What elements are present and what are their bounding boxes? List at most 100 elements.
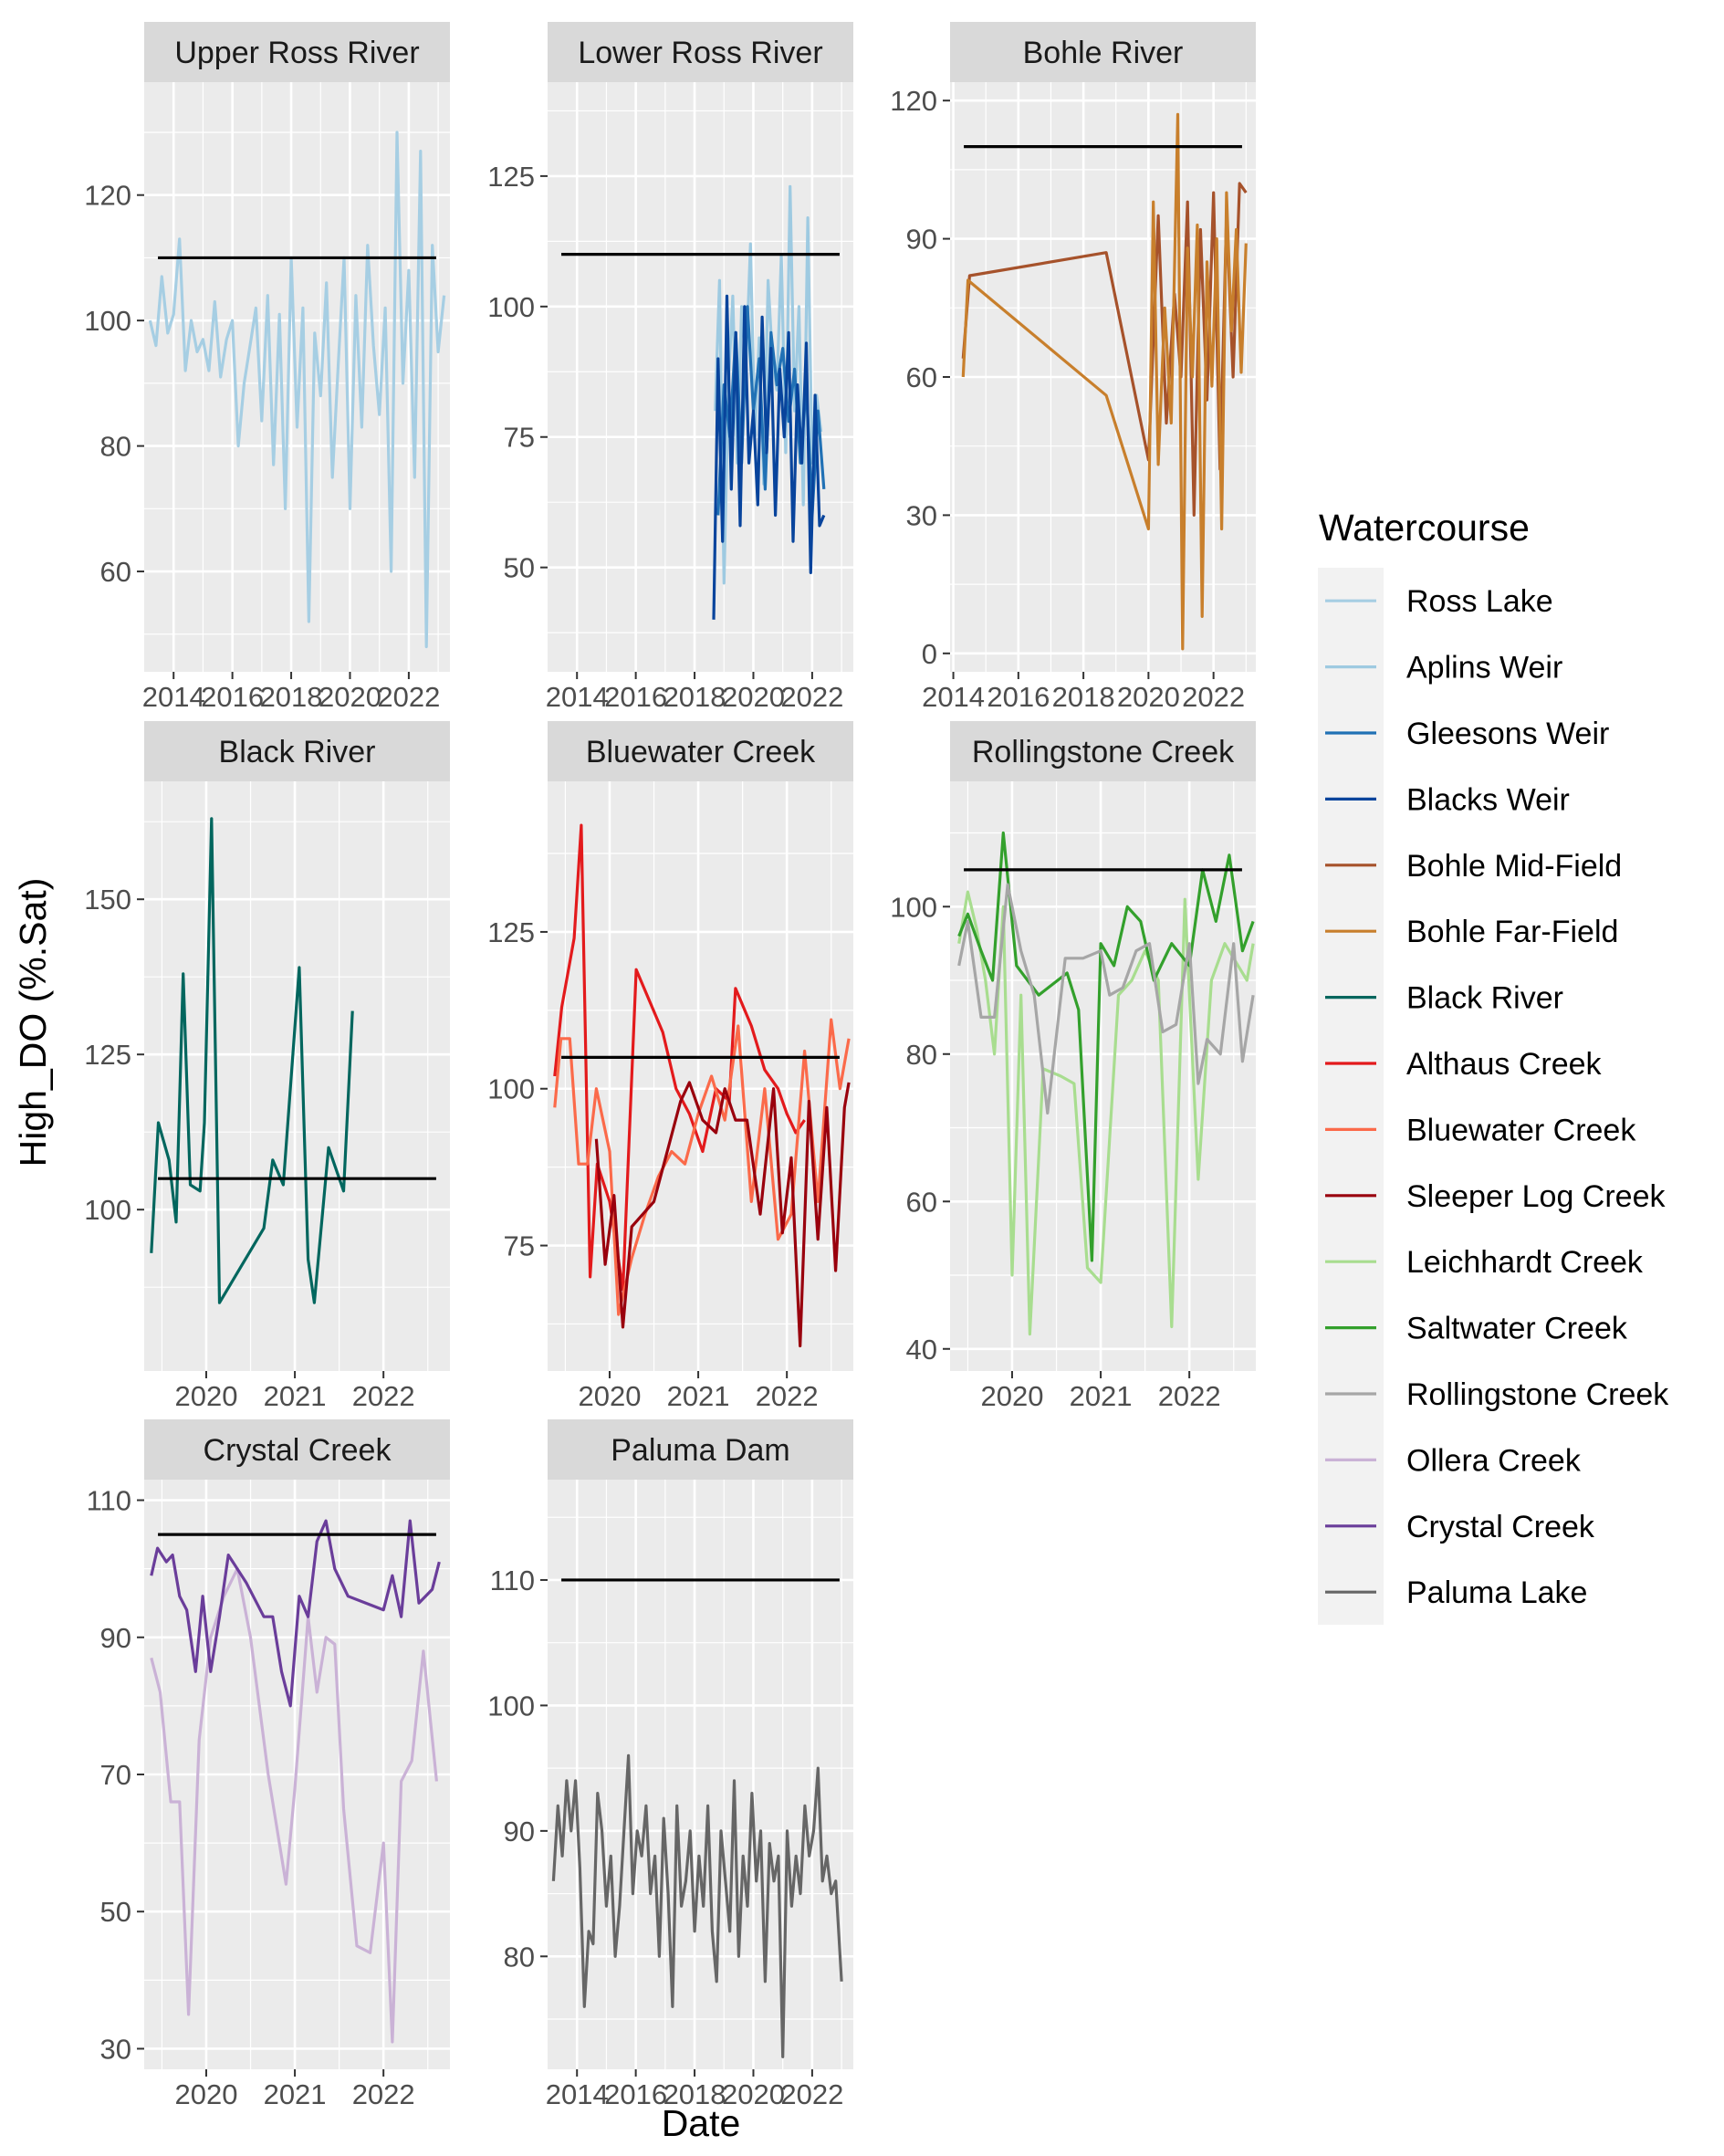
x-tick-label: 2021 — [264, 2078, 327, 2110]
x-tick-label: 2020 — [174, 1380, 237, 1412]
y-tick-label: 100 — [487, 1690, 535, 1722]
y-axis-title: High_DO (%.Sat) — [12, 878, 54, 1167]
legend-item-althaus-creek: Althaus Creek — [1325, 1047, 1603, 1082]
series-line-bluewater-creek — [553, 1018, 851, 1316]
legend-item-ollera-creek: Ollera Creek — [1325, 1443, 1582, 1478]
x-tick-label: 2022 — [756, 1380, 819, 1412]
series-group — [551, 1753, 843, 2058]
y-tick-label: 75 — [504, 422, 535, 454]
legend-item-blacks-weir: Blacks Weir — [1325, 782, 1570, 817]
legend-label: Gleesons Weir — [1406, 717, 1609, 751]
y-tick-label: 60 — [100, 556, 131, 588]
x-tick-label: 2016 — [604, 681, 667, 713]
series-line-black-river — [150, 817, 354, 1304]
y-tick-label: 90 — [906, 224, 937, 256]
legend-item-rollingstone-creek: Rollingstone Creek — [1325, 1377, 1669, 1412]
y-tick-label: 50 — [504, 552, 535, 584]
x-tick-label: 2018 — [663, 681, 726, 713]
x-tick-label: 2014 — [546, 681, 609, 713]
y-tick-label: 110 — [87, 1485, 131, 1517]
series-line-crystal-creek — [150, 1519, 441, 1708]
series-line-leichhardt-creek — [957, 890, 1255, 1336]
y-tick-label: 125 — [84, 1039, 131, 1071]
x-tick-label: 2016 — [604, 2078, 667, 2110]
y-tick-label: 60 — [906, 361, 937, 393]
x-tick-label: 2020 — [722, 681, 785, 713]
x-tick-label: 2014 — [922, 681, 985, 713]
legend-label: Althaus Creek — [1406, 1047, 1603, 1082]
facet-strip-label: Paluma Dam — [611, 1433, 790, 1468]
y-tick-label: 0 — [922, 638, 937, 670]
facet-strip — [548, 22, 853, 82]
panel-bohle-river: Bohle River 2014 2016 2018 2020 2022 0 30 60 90 12… — [890, 22, 1256, 713]
x-tick-label: 2022 — [377, 681, 440, 713]
legend-title: Watercourse — [1319, 507, 1530, 549]
x-tick-label: 2021 — [667, 1380, 730, 1412]
facet-panels: Upper Ross River201420162018202020226080… — [84, 22, 1256, 2110]
x-tick-label: 2021 — [264, 1380, 327, 1412]
legend-item-bohle-far-field: Bohle Far-Field — [1325, 915, 1618, 949]
y-tick-label: 120 — [84, 180, 131, 212]
x-tick-label: 2020 — [1117, 681, 1180, 713]
legend-label: Saltwater Creek — [1406, 1312, 1628, 1346]
legend-label: Sleeper Log Creek — [1406, 1179, 1667, 1214]
legend-item-leichhardt-creek: Leichhardt Creek — [1325, 1245, 1644, 1280]
legend-label: Crystal Creek — [1406, 1510, 1595, 1544]
legend-label: Bohle Far-Field — [1406, 915, 1618, 949]
facet-strip — [548, 721, 853, 781]
x-tick-label: 2022 — [1158, 1380, 1221, 1412]
y-tick-label: 40 — [906, 1334, 937, 1366]
y-tick-label: 60 — [906, 1186, 937, 1218]
y-tick-label: 80 — [100, 431, 131, 463]
facet-strip — [144, 22, 450, 82]
series-group — [150, 1519, 441, 2044]
x-tick-label: 2016 — [201, 681, 264, 713]
y-tick-label: 110 — [490, 1565, 535, 1596]
legend-label: Bohle Mid-Field — [1406, 849, 1622, 884]
x-tick-label: 2022 — [1182, 681, 1245, 713]
facet-strip-label: Rollingstone Creek — [972, 735, 1235, 769]
legend-item-aplins-weir: Aplins Weir — [1325, 651, 1562, 686]
x-tick-label: 2022 — [780, 681, 843, 713]
panel-rollingstone-creek: Rollingstone Creek 2020 2021 2022 40 60 80 100 — [890, 721, 1256, 1412]
series-line-aplins-weir — [714, 184, 823, 585]
facet-strip — [144, 1419, 450, 1480]
series-group — [150, 817, 354, 1304]
legend-label: Aplins Weir — [1406, 651, 1562, 686]
x-tick-label: 2020 — [722, 2078, 785, 2110]
y-tick-label: 70 — [100, 1759, 131, 1791]
x-tick-label: 2020 — [980, 1380, 1043, 1412]
x-tick-label: 2021 — [1070, 1380, 1133, 1412]
y-tick-label: 90 — [504, 1816, 535, 1847]
series-line-rollingstone-creek — [957, 883, 1255, 1115]
y-tick-label: 50 — [100, 1896, 131, 1928]
panel-background — [548, 82, 853, 672]
legend-label: Ollera Creek — [1406, 1443, 1582, 1478]
legend-label: Paluma Lake — [1406, 1575, 1587, 1610]
x-tick-label: 2018 — [1052, 681, 1115, 713]
series-line-ross-lake — [148, 131, 446, 649]
x-tick-label: 2016 — [987, 681, 1050, 713]
legend-item-bohle-mid-field: Bohle Mid-Field — [1325, 849, 1622, 884]
y-tick-label: 120 — [890, 85, 937, 117]
x-tick-label: 2018 — [663, 2078, 726, 2110]
facet-strip-label: Upper Ross River — [174, 36, 419, 70]
facet-strip-label: Crystal Creek — [204, 1433, 392, 1468]
y-tick-label: 75 — [504, 1230, 535, 1262]
series-group — [961, 112, 1248, 651]
legend-label: Bluewater Creek — [1406, 1113, 1636, 1147]
y-tick-label: 80 — [906, 1039, 937, 1071]
legend-item-sleeper-log-creek: Sleeper Log Creek — [1325, 1179, 1667, 1214]
series-group — [148, 131, 446, 649]
facet-strip-label: Black River — [219, 735, 376, 769]
legend-item-black-river: Black River — [1325, 981, 1563, 1016]
facet-strip — [950, 721, 1256, 781]
legend-item-ross-lake: Ross Lake — [1325, 584, 1553, 619]
series-group — [957, 831, 1255, 1336]
series-line-ollera-creek — [150, 1567, 438, 2044]
facet-strip-label: Lower Ross River — [578, 36, 822, 70]
